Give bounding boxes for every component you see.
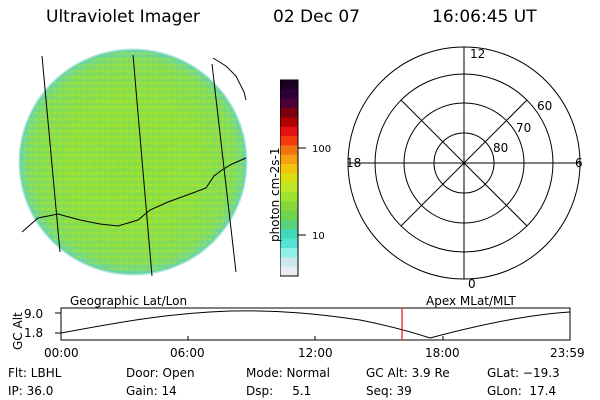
info-dsp: Dsp: 5.1 (246, 384, 312, 398)
color-tick-10: 10 (312, 231, 325, 242)
xtick-1200: 12:00 (298, 346, 333, 360)
xtick-1800: 18:00 (425, 346, 460, 360)
xtick-2359: 23:59 (550, 346, 585, 360)
color-scale-label: photon cm-2s-1 (268, 147, 282, 243)
info-glat: GLat: −19.3 (487, 366, 560, 380)
lat-label-80: 80 (493, 141, 508, 155)
info-filter: Flt: LBHL (8, 366, 62, 380)
color-scale-segment (280, 164, 298, 174)
color-scale-segment (280, 117, 298, 128)
ytick-1-8: 1.8 (24, 326, 44, 340)
color-scale-segment (280, 126, 298, 137)
mlt-label-0: 0 (468, 277, 476, 291)
color-scale-ticks: 100 10 (298, 144, 331, 242)
color-scale-segment (280, 89, 298, 100)
mlt-label-12: 12 (470, 47, 485, 61)
color-scale-segment (280, 108, 298, 118)
color-scale-segment (280, 182, 298, 193)
color-scale-segment (280, 136, 298, 146)
xtick-0000: 00:00 (44, 346, 79, 360)
uv-image-panel (18, 48, 248, 277)
color-scale-segment (280, 266, 298, 277)
color-scale-segment (280, 98, 298, 109)
lat-label-70: 70 (516, 121, 531, 135)
color-scale-segment (280, 229, 298, 240)
mlt-label-6: 6 (575, 156, 583, 170)
polar-mlt-plot: 12 18 6 0 60 70 80 (346, 46, 583, 291)
info-glon: GLon: 17.4 (487, 384, 557, 398)
color-scale-bar: 100 10 (280, 79, 331, 277)
geographic-title: Geographic Lat/Lon (70, 294, 188, 308)
time-label: 16:06:45 UT (432, 7, 537, 27)
color-scale-segment (280, 210, 298, 221)
altitude-curve (60, 310, 571, 339)
color-scale-segment (280, 248, 298, 258)
instrument-title: Ultraviolet Imager (46, 7, 200, 27)
info-ip: IP: 36.0 (8, 384, 54, 398)
info-seq: Seq: 39 (366, 384, 412, 398)
lat-label-60: 60 (537, 99, 552, 113)
color-tick-100: 100 (312, 144, 331, 155)
info-gain: Gain: 14 (126, 384, 177, 398)
color-scale-segment (280, 154, 298, 165)
info-gc-alt: GC Alt: 3.9 Re (366, 366, 450, 380)
color-scale-segment (280, 201, 298, 212)
info-door: Door: Open (126, 366, 195, 380)
mlt-label-18: 18 (346, 156, 361, 170)
altitude-plot (55, 307, 571, 341)
color-scale-segment (280, 80, 298, 90)
xtick-0600: 06:00 (170, 346, 205, 360)
color-scale-segment (280, 192, 298, 202)
color-scale-segment (280, 220, 298, 230)
date-label: 02 Dec 07 (273, 7, 360, 27)
info-mode: Mode: Normal (246, 366, 330, 380)
color-scale-segment (280, 145, 298, 156)
color-scale-segment (280, 257, 298, 268)
geographic-grid (21, 54, 247, 277)
color-scale-segment (280, 238, 298, 249)
color-scale-segment (280, 173, 298, 184)
ytick-9: 9.0 (24, 307, 44, 321)
apex-title: Apex MLat/MLT (426, 294, 516, 308)
